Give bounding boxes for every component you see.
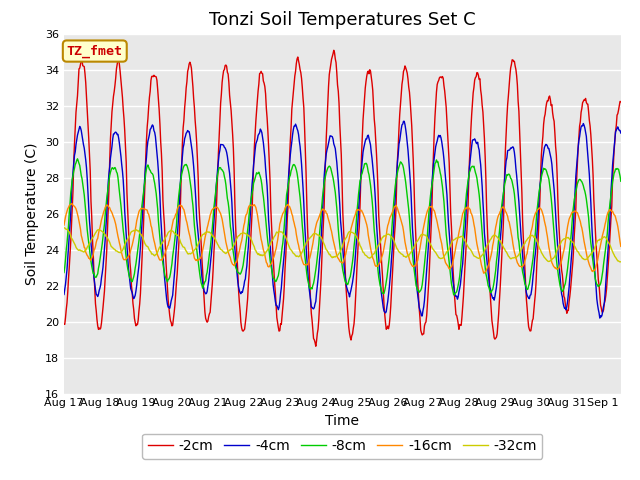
-16cm [460, 207, 468, 213]
-2cm [60, 321, 68, 327]
-8cm [450, 292, 458, 298]
-16cm [617, 243, 625, 249]
-8cm [475, 186, 483, 192]
-2cm [63, 307, 70, 312]
-4cm [298, 161, 305, 167]
-8cm [63, 247, 70, 252]
X-axis label: Time: Time [325, 414, 360, 428]
-16cm [480, 270, 488, 276]
-2cm [312, 343, 319, 349]
-2cm [319, 224, 327, 229]
-32cm [617, 259, 625, 264]
Line: -16cm: -16cm [64, 204, 621, 273]
-16cm [474, 245, 481, 251]
-2cm [617, 99, 625, 105]
Line: -8cm: -8cm [64, 159, 621, 295]
-16cm [139, 206, 147, 212]
-16cm [68, 201, 76, 206]
-16cm [298, 258, 306, 264]
-4cm [63, 274, 70, 280]
-32cm [460, 235, 467, 241]
-4cm [474, 139, 481, 145]
Title: Tonzi Soil Temperatures Set C: Tonzi Soil Temperatures Set C [209, 11, 476, 29]
-32cm [60, 225, 68, 231]
-4cm [460, 240, 468, 245]
-8cm [74, 156, 81, 162]
Line: -32cm: -32cm [64, 228, 621, 262]
-2cm [138, 258, 146, 264]
-32cm [473, 255, 481, 261]
-8cm [319, 188, 327, 194]
-8cm [617, 179, 625, 184]
-32cm [319, 238, 326, 243]
-4cm [60, 291, 68, 297]
-8cm [60, 270, 68, 276]
-8cm [298, 223, 306, 228]
-4cm [138, 221, 146, 227]
-4cm [399, 119, 407, 124]
-4cm [596, 315, 604, 321]
-16cm [60, 222, 68, 228]
Line: -4cm: -4cm [64, 121, 621, 318]
-2cm [298, 76, 305, 82]
-32cm [616, 259, 624, 265]
-32cm [138, 233, 146, 239]
-4cm [617, 130, 625, 136]
-16cm [319, 207, 327, 213]
-32cm [298, 250, 305, 256]
-8cm [461, 208, 468, 214]
-2cm [330, 48, 338, 53]
-2cm [475, 72, 483, 78]
Line: -2cm: -2cm [64, 50, 621, 346]
-8cm [139, 197, 147, 203]
Text: TZ_fmet: TZ_fmet [67, 44, 123, 58]
-16cm [63, 211, 70, 216]
-2cm [461, 264, 468, 270]
-32cm [63, 227, 70, 232]
Y-axis label: Soil Temperature (C): Soil Temperature (C) [26, 143, 39, 285]
Legend: -2cm, -4cm, -8cm, -16cm, -32cm: -2cm, -4cm, -8cm, -16cm, -32cm [143, 433, 542, 459]
-4cm [319, 208, 326, 214]
